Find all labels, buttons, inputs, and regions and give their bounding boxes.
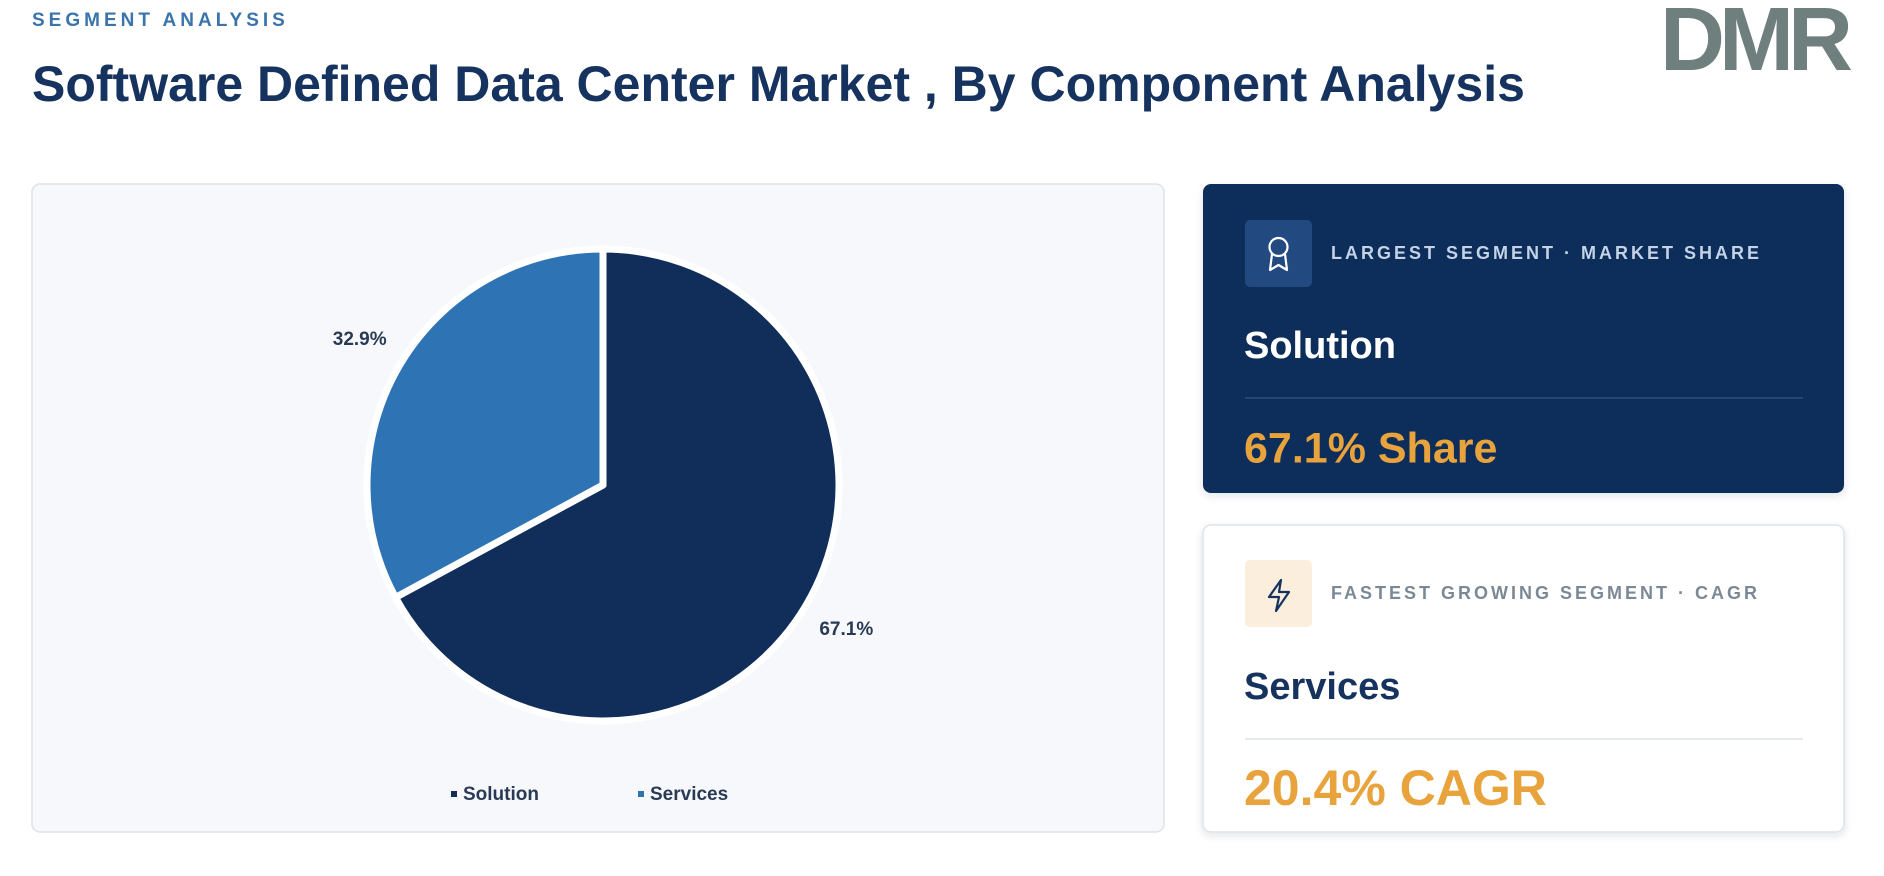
bolt-icon (1267, 578, 1291, 613)
eyebrow: SEGMENT ANALYSIS (32, 10, 289, 31)
page-title: Software Defined Data Center Market , By… (32, 56, 1525, 112)
card-metric: 67.1% Share (1244, 424, 1497, 472)
slice-label: 32.9% (333, 329, 387, 350)
card-segment: Services (1244, 666, 1400, 708)
legend-marker (451, 791, 457, 797)
bolt-icon-box (1245, 560, 1312, 627)
card-metric: 20.4% CAGR (1244, 760, 1547, 816)
legend-label: Services (650, 784, 728, 805)
logo: DMR (1660, 0, 1852, 90)
award-icon (1268, 236, 1289, 272)
card-segment: Solution (1244, 325, 1396, 367)
award-icon-box (1245, 220, 1312, 287)
legend-marker (638, 791, 644, 797)
card-label: LARGEST SEGMENT · MARKET SHARE (1331, 243, 1762, 263)
pie-chart: 67.1% 32.9% Solution Services (333, 245, 873, 805)
slice-label: 67.1% (819, 619, 873, 640)
pie-slice (363, 245, 607, 601)
card-label: FASTEST GROWING SEGMENT · CAGR (1331, 583, 1760, 603)
pie-slice (391, 245, 843, 725)
largest-card (1203, 184, 1844, 493)
legend-label: Solution (463, 784, 539, 805)
fastest-card (1202, 524, 1845, 833)
